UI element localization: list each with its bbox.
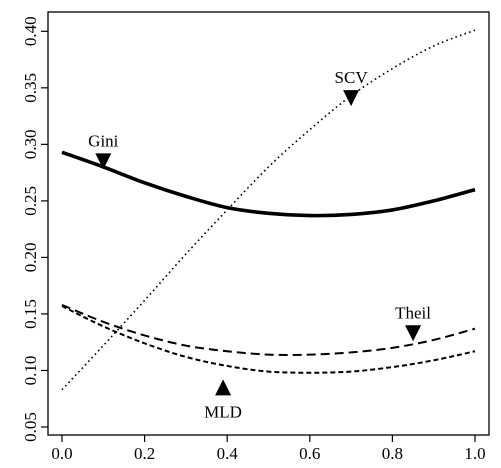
y-tick-label: 0.30 xyxy=(21,129,40,159)
y-tick-label: 0.20 xyxy=(21,243,40,273)
y-tick-label: 0.05 xyxy=(21,412,40,442)
y-tick-label: 0.25 xyxy=(21,186,40,216)
x-axis: 0.0 0.2 0.4 0.6 0.8 1.0 xyxy=(51,435,486,463)
series-label-theil: Theil xyxy=(395,303,431,322)
plot-frame xyxy=(47,11,490,436)
series-layer xyxy=(61,29,476,391)
annotation-layer: Gini SCV Theil MLD xyxy=(88,68,431,421)
series-label-mld: MLD xyxy=(204,402,242,421)
pointer-triangle-theil xyxy=(405,325,422,342)
y-axis: 0.05 0.10 0.15 0.20 0.25 0.30 0.35 0.40 xyxy=(21,16,48,442)
series-line-mld xyxy=(61,305,476,374)
pointer-triangle-mld xyxy=(215,379,232,396)
series-label-scv: SCV xyxy=(335,68,369,87)
y-tick-label: 0.15 xyxy=(21,299,40,329)
x-tick-label: 0.8 xyxy=(382,444,403,463)
y-tick-label: 0.40 xyxy=(21,16,40,46)
pointer-triangle-gini xyxy=(95,153,112,170)
series-line-gini xyxy=(61,150,476,218)
pointer-triangle-scv xyxy=(343,90,360,107)
series-line-theil xyxy=(61,303,476,356)
y-tick-label: 0.35 xyxy=(21,73,40,103)
series-label-gini: Gini xyxy=(88,131,119,150)
x-tick-label: 0.2 xyxy=(134,444,155,463)
x-tick-label: 1.0 xyxy=(464,444,485,463)
series-line-scv xyxy=(61,29,476,391)
x-tick-label: 0.0 xyxy=(51,444,72,463)
x-tick-label: 0.4 xyxy=(217,444,239,463)
y-tick-label: 0.10 xyxy=(21,356,40,386)
x-tick-label: 0.6 xyxy=(299,444,320,463)
